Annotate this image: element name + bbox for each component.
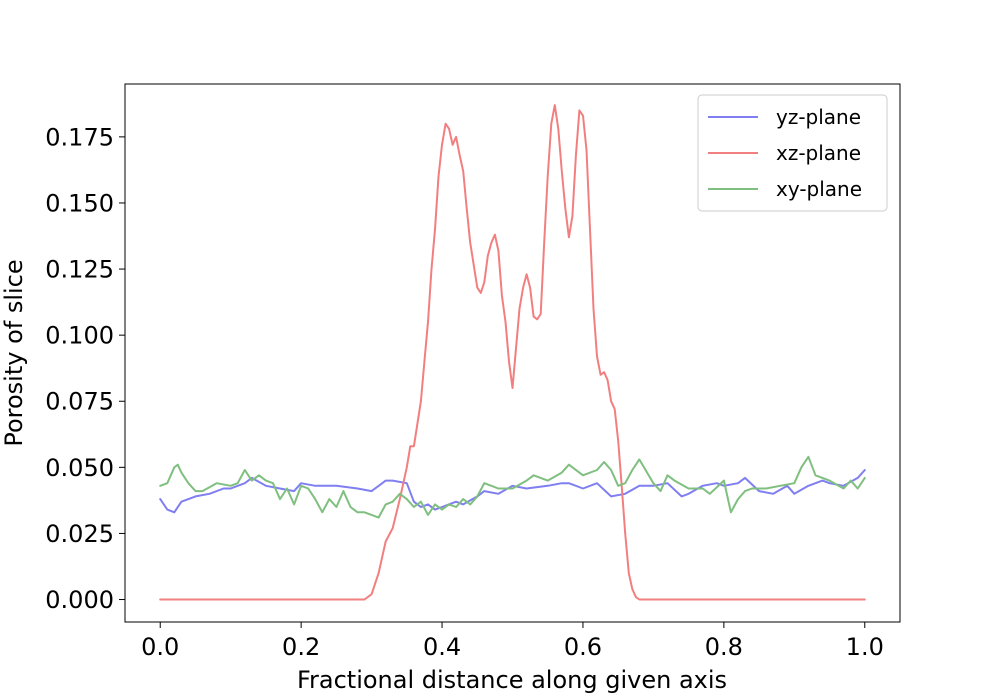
series-layer — [159, 104, 866, 601]
series-line-yz-plane — [159, 469, 866, 514]
y-axis: 0.000 0.025 0.050 0.075 0.100 0.125 0.150 0.175 — [45, 123, 125, 614]
series-line-xz-plane — [159, 104, 866, 601]
x-tick-label: 0.4 — [423, 633, 461, 661]
y-tick-label: 0.150 — [45, 189, 114, 217]
y-tick-label: 0.125 — [45, 256, 114, 284]
legend-entry-label: xz-plane — [776, 141, 861, 165]
legend-entry-label: xy-plane — [776, 177, 862, 201]
plot-frame — [124, 83, 901, 623]
x-tick-label: 0.8 — [705, 633, 743, 661]
y-axis-label: Porosity of slice — [0, 259, 28, 446]
y-tick-label: 0.175 — [45, 123, 114, 151]
legend: yz-plane xz-plane xy-plane — [697, 94, 888, 212]
x-axis-label: Fractional distance along given axis — [297, 666, 727, 694]
y-tick-label: 0.000 — [45, 586, 114, 614]
x-tick-label: 0.0 — [141, 633, 179, 661]
legend-entry-label: yz-plane — [776, 105, 861, 129]
y-tick-label: 0.100 — [45, 322, 114, 350]
y-tick-label: 0.075 — [45, 388, 114, 416]
x-tick-label: 0.2 — [282, 633, 320, 661]
y-tick-label: 0.025 — [45, 520, 114, 548]
x-tick-label: 1.0 — [846, 633, 884, 661]
x-axis: 0.0 0.2 0.4 0.6 0.8 1.0 — [141, 622, 884, 661]
y-tick-label: 0.050 — [45, 454, 114, 482]
series-line-xy-plane — [159, 455, 866, 519]
legend-box — [697, 94, 888, 212]
x-tick-label: 0.6 — [564, 633, 602, 661]
